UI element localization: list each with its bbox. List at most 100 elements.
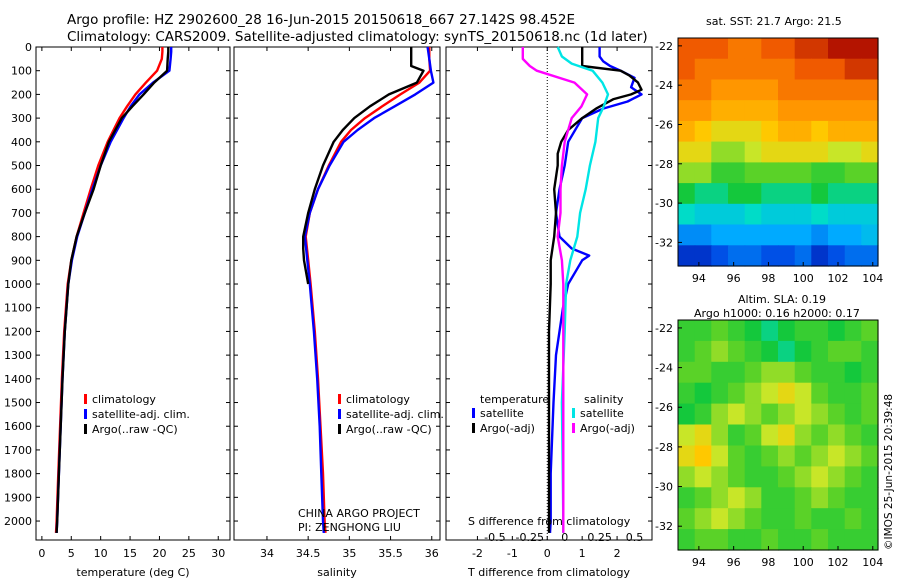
map-x-tick-label: 96 (727, 272, 741, 285)
map-cell-sst_map (861, 38, 879, 60)
depth-tick-label: 1300 (4, 349, 32, 362)
map-y-tick-label: -32 (655, 520, 673, 533)
map-cell-sst_map (794, 162, 812, 184)
map-cell-sla_map (794, 487, 812, 509)
map-cell-sla_map (778, 508, 796, 530)
map-cell-sla_map (844, 320, 862, 342)
map-cell-sla_map (811, 487, 829, 509)
depth-tick-label: 2000 (4, 515, 32, 528)
map-cell-sst_map (694, 100, 712, 122)
map-cell-sst_map (761, 183, 779, 205)
legend-label: satellite (480, 407, 524, 420)
map-cell-sst_map (678, 245, 696, 267)
map-cell-sla_map (828, 529, 846, 551)
map-cell-sst_map (728, 141, 746, 163)
map-cell-sst_map (761, 100, 779, 122)
map-cell-sla_map (828, 320, 846, 342)
map-cell-sst_map (811, 120, 829, 143)
map-cell-sst_map (778, 58, 796, 80)
top-x-axis-label: S difference from climatology (468, 515, 631, 528)
map-y-tick-label: -24 (655, 79, 673, 92)
map-cell-sst_map (678, 203, 696, 226)
map-cell-sst_map (728, 120, 746, 143)
series-line-temperature-0 (54, 47, 164, 533)
depth-tick-label: 800 (11, 231, 32, 244)
map-cell-sst_map (828, 203, 846, 226)
map-cell-sst_map (728, 100, 746, 122)
map-cell-sla_map (744, 382, 762, 405)
map-cell-sst_map (861, 58, 879, 80)
map-cell-sst_map (728, 58, 746, 80)
map-cell-sst_map (844, 141, 862, 163)
map-cell-sst_map (678, 183, 696, 205)
map-cell-sst_map (761, 224, 779, 246)
map-cell-sst_map (861, 100, 879, 122)
map-cell-sst_map (761, 120, 779, 143)
depth-tick-label: 200 (11, 88, 32, 101)
legend-swatch (84, 409, 87, 419)
map-cell-sst_map (861, 203, 879, 226)
x-tick-label: -2 (472, 547, 483, 560)
x-tick-label: 2 (614, 547, 621, 560)
map-cell-sst_map (778, 141, 796, 163)
map-cell-sst_map (861, 120, 879, 143)
map-cell-sst_map (778, 100, 796, 122)
map-cell-sla_map (778, 340, 796, 363)
map-cell-sst_map (694, 162, 712, 184)
map-cell-sst_map (744, 38, 762, 60)
map-cell-sla_map (694, 361, 712, 384)
map-cell-sla_map (711, 361, 729, 384)
map-cell-sst_map (844, 38, 862, 60)
map-x-tick-label: 96 (727, 556, 741, 569)
map-cell-sst_map (811, 100, 829, 122)
depth-tick-label: 900 (11, 254, 32, 267)
series-line-differences-2 (556, 46, 610, 533)
map-cell-sla_map (861, 487, 879, 509)
map-cell-sla_map (744, 529, 762, 551)
map-y-tick-label: -22 (655, 40, 673, 53)
map-cell-sla_map (811, 508, 829, 530)
map-y-tick-label: -32 (655, 236, 673, 249)
map-cell-sst_map (711, 183, 729, 205)
depth-tick-label: 1600 (4, 420, 32, 433)
map-cell-sst_map (694, 58, 712, 80)
map-cell-sla_map (694, 403, 712, 426)
map-cell-sla_map (828, 487, 846, 509)
top-x-tick-label: 0.25 (587, 531, 612, 544)
map-cell-sla_map (811, 466, 829, 488)
map-cell-sst_map (794, 224, 812, 246)
map-cell-sla_map (861, 382, 879, 405)
map-cell-sla_map (694, 487, 712, 509)
x-axis-label-salinity: salinity (317, 566, 357, 579)
map-cell-sst_map (744, 100, 762, 122)
map-cell-sst_map (778, 203, 796, 226)
map-cell-sla_map (744, 508, 762, 530)
map-cell-sst_map (778, 245, 796, 267)
map-cell-sst_map (678, 162, 696, 184)
legend-swatch (472, 423, 475, 433)
map-cell-sst_map (744, 79, 762, 101)
top-x-tick-label: 0 (561, 531, 568, 544)
depth-tick-label: 1700 (4, 444, 32, 457)
map-cell-sla_map (711, 424, 729, 446)
depth-tick-label: 1400 (4, 373, 32, 386)
map-cell-sst_map (794, 245, 812, 267)
map-cell-sst_map (828, 141, 846, 163)
map-cell-sst_map (761, 38, 779, 60)
map-cell-sla_map (761, 466, 779, 488)
map-cell-sla_map (744, 445, 762, 467)
depth-tick-label: 500 (11, 160, 32, 173)
map-x-tick-label: 102 (828, 556, 849, 569)
depth-tick-label: 300 (11, 112, 32, 125)
map-cell-sla_map (744, 320, 762, 342)
map-cell-sst_map (728, 183, 746, 205)
map-cell-sst_map (828, 120, 846, 143)
map-cell-sst_map (711, 224, 729, 246)
map-cell-sst_map (861, 79, 879, 101)
map-cell-sla_map (711, 340, 729, 363)
map-cell-sla_map (861, 445, 879, 467)
title-line-2: Climatology: CARS2009. Satellite-adjuste… (67, 29, 648, 45)
x-tick-label: 34.5 (296, 547, 321, 560)
x-tick-label: 35 (342, 547, 356, 560)
